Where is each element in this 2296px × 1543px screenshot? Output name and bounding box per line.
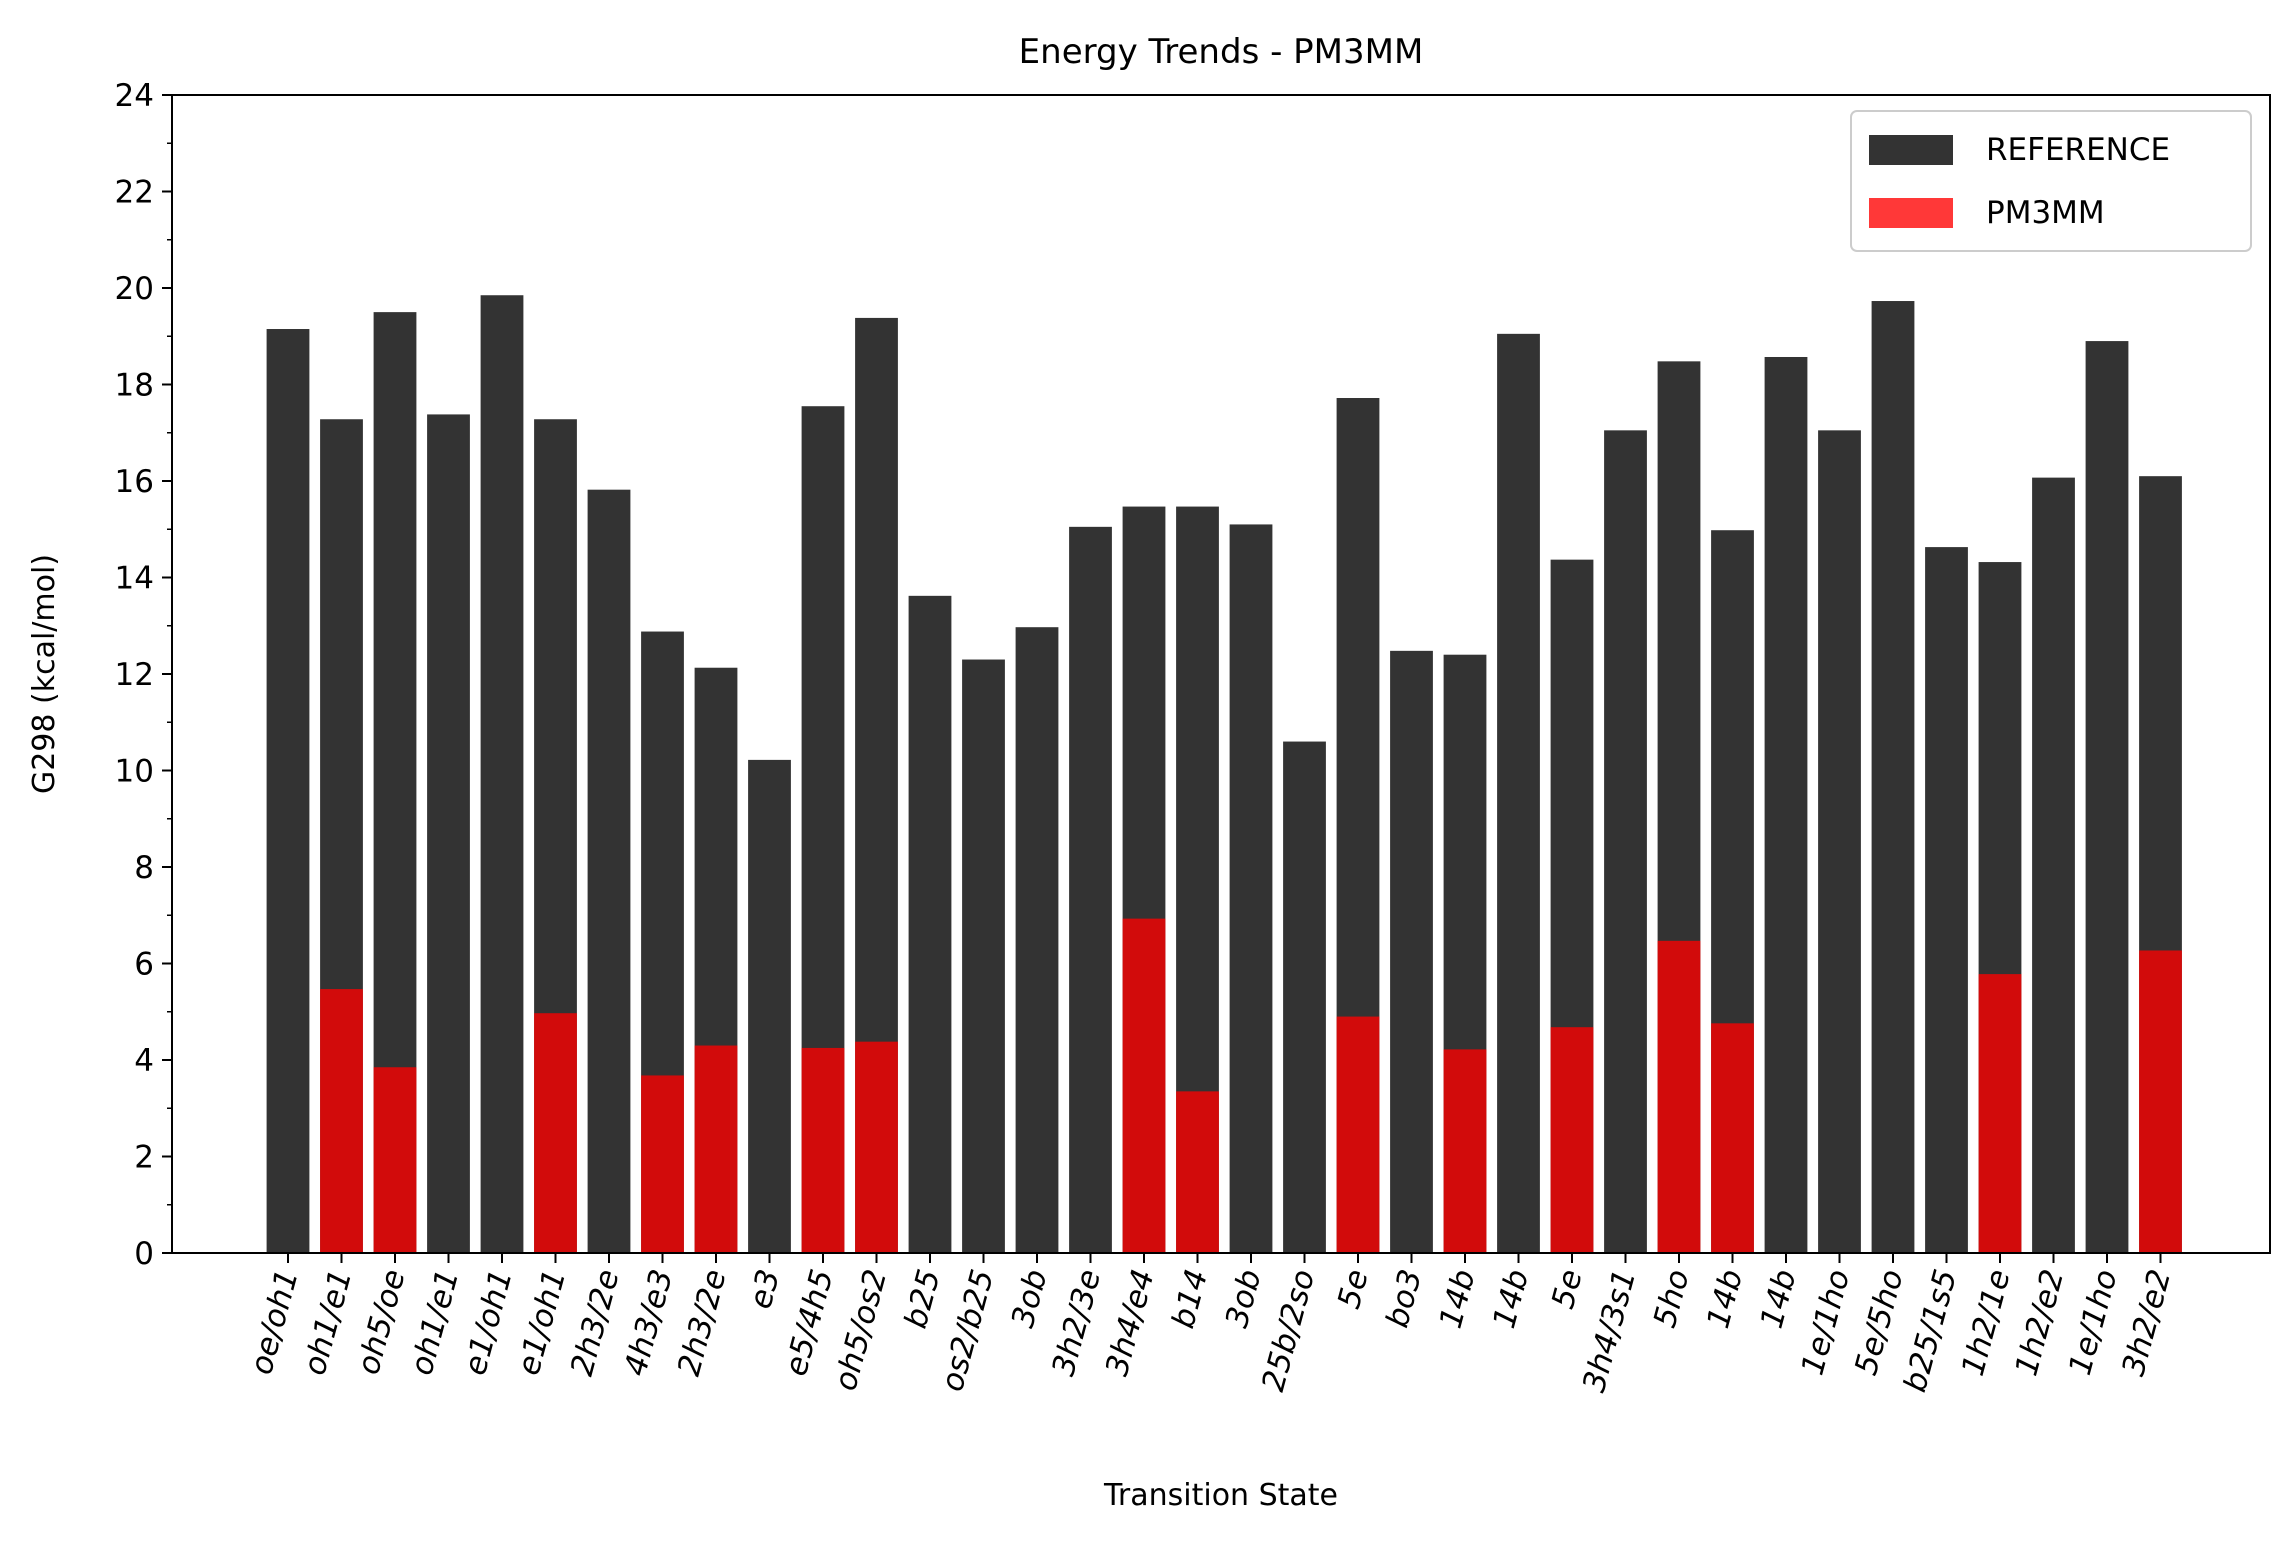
bar-pm3mm [855, 1041, 898, 1253]
y-tick-label: 20 [115, 271, 154, 307]
bar-reference [1764, 356, 1808, 1253]
y-tick-label: 0 [134, 1236, 154, 1272]
y-tick-label: 12 [115, 657, 154, 693]
bar-reference [1229, 524, 1273, 1253]
bar-pm3mm [694, 1045, 738, 1253]
bar-reference [962, 659, 1005, 1253]
bar-pm3mm [373, 1067, 417, 1253]
pm3mm-series [320, 918, 2182, 1253]
bar-pm3mm [641, 1075, 684, 1253]
bar-reference [1390, 650, 1433, 1253]
bar-reference [908, 595, 952, 1253]
bar-pm3mm [534, 1013, 577, 1253]
bar-pm3mm [1336, 1016, 1380, 1253]
bar-pm3mm [1176, 1091, 1219, 1253]
y-tick-label: 16 [115, 464, 154, 500]
x-axis-label: Transition State [1103, 1478, 1338, 1513]
legend-label-reference: REFERENCE [1986, 132, 2170, 168]
bar-pm3mm [1443, 1049, 1487, 1253]
y-tick-label: 6 [134, 947, 154, 983]
y-tick-label: 18 [115, 368, 154, 404]
y-tick-label: 24 [115, 78, 154, 114]
bar-reference [1069, 526, 1112, 1253]
y-tick-label: 22 [115, 175, 154, 211]
bar-reference [480, 295, 524, 1253]
bar-reference [1925, 547, 1968, 1253]
bar-pm3mm [1657, 940, 1701, 1253]
legend-swatch-pm3mm [1869, 198, 1953, 228]
y-tick-label: 14 [115, 561, 154, 597]
bar-reference [2085, 341, 2129, 1253]
y-tick-label: 2 [134, 1140, 154, 1176]
bar-pm3mm [1711, 1023, 1754, 1253]
bar-pm3mm [320, 989, 363, 1253]
bar-reference [1497, 333, 1540, 1253]
bar-pm3mm [2139, 950, 2182, 1253]
y-axis-label: G298 (kcal/mol) [27, 554, 62, 794]
bar-pm3mm [1550, 1027, 1594, 1253]
bar-reference [1818, 430, 1861, 1253]
legend-label-pm3mm: PM3MM [1986, 195, 2105, 231]
legend-swatch-reference [1869, 135, 1953, 165]
bar-reference [1283, 741, 1326, 1253]
bar-reference [266, 329, 310, 1253]
bar-pm3mm [1978, 974, 2022, 1253]
bar-reference [2032, 477, 2075, 1253]
bar-reference [1015, 627, 1059, 1253]
bar-reference [1871, 301, 1915, 1254]
bar-pm3mm [1122, 918, 1166, 1253]
bar-reference [1604, 430, 1647, 1253]
bar-reference [748, 759, 791, 1253]
chart-title: Energy Trends - PM3MM [1019, 32, 1424, 72]
y-tick-label: 10 [115, 754, 154, 790]
bar-pm3mm [801, 1047, 845, 1253]
bar-reference [427, 414, 470, 1253]
y-tick-label: 4 [134, 1043, 154, 1079]
legend: REFERENCE PM3MM [1850, 110, 2252, 252]
y-tick-label: 8 [134, 850, 154, 886]
bar-reference [587, 489, 631, 1253]
